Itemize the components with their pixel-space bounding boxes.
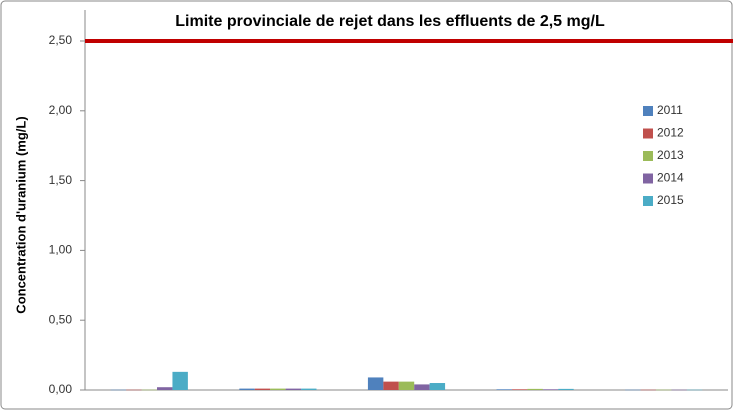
y-axis-label: Concentration d'uranium (mg/L) <box>13 116 28 313</box>
bar <box>511 389 528 390</box>
bar <box>625 389 641 391</box>
bar <box>558 388 574 390</box>
y-tick-label: 2,00 <box>49 103 73 117</box>
bar <box>110 389 127 391</box>
bar <box>640 389 656 391</box>
bar <box>157 387 173 390</box>
legend-label: 2014 <box>657 171 684 185</box>
bar <box>301 388 317 390</box>
legend-swatch <box>643 106 653 116</box>
y-tick-label: 2,50 <box>49 33 73 47</box>
legend-swatch <box>643 128 653 139</box>
y-tick-label: 0,50 <box>49 312 73 326</box>
legend-label: 2013 <box>657 148 684 162</box>
legend-swatch <box>643 196 653 206</box>
bar <box>414 384 430 390</box>
bar <box>542 389 559 390</box>
bar <box>126 389 142 391</box>
bar <box>527 388 543 390</box>
bar <box>655 389 672 391</box>
bar <box>367 377 384 390</box>
bar <box>429 383 446 390</box>
y-tick-label: 0,00 <box>49 382 73 396</box>
legend-label: 2015 <box>657 193 684 207</box>
legend-label: 2011 <box>657 103 683 117</box>
bar <box>270 388 286 390</box>
bar <box>383 381 399 390</box>
bar <box>141 389 158 391</box>
legend-label: 2012 <box>657 126 684 140</box>
bar <box>686 389 703 391</box>
y-tick-label: 1,00 <box>49 243 73 257</box>
threshold-label: Limite provinciale de rejet dans les eff… <box>175 13 605 30</box>
bar <box>239 388 255 390</box>
bar <box>671 389 687 391</box>
legend-swatch <box>643 173 653 184</box>
legend-swatch <box>643 151 653 161</box>
bar <box>496 389 512 390</box>
bar <box>254 388 271 390</box>
y-tick-label: 1,50 <box>49 173 73 187</box>
bar <box>398 381 415 390</box>
bar <box>285 388 302 390</box>
bar <box>172 371 188 390</box>
